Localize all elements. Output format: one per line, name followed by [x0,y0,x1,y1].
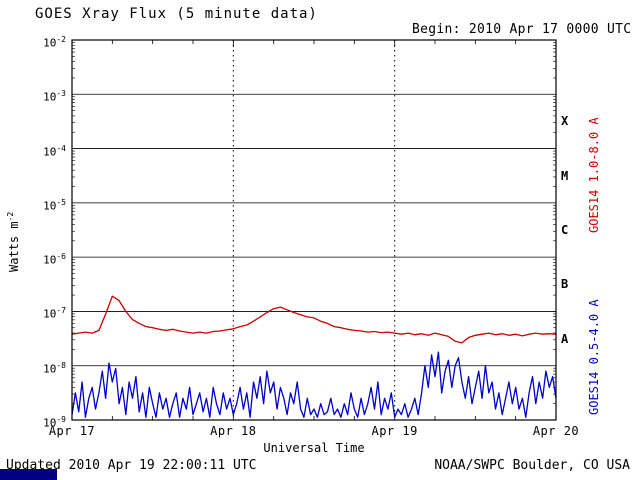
y-tick-label: 10-6 [43,252,66,267]
x-tick-label: Apr 17 [48,424,96,438]
y-axis-label: Watts m-2 [6,212,21,272]
x-tick-label: Apr 18 [210,424,257,438]
updated-timestamp: Updated 2010 Apr 19 22:00:11 UTC [6,458,257,473]
corner-artifact [0,469,57,480]
y-tick-label: 10-5 [43,197,66,213]
y-tick-label: 10-7 [43,306,66,322]
y-tick-label: 10-2 [43,35,66,50]
flare-class-label: M [561,168,569,183]
flare-class-label: A [561,331,569,346]
x-tick-label: Apr 19 [371,424,418,438]
flare-class-label: C [561,223,569,237]
y-axis-label-text: Watts m [7,221,21,272]
x-axis-label: Universal Time [263,441,365,455]
y-tick-label: 10-3 [43,89,66,104]
y-tick-label: 10-4 [43,143,66,159]
y-tick-label: 10-8 [43,360,66,376]
y-axis-label-exponent: -2 [6,211,15,222]
begin-time-label: Begin: 2010 Apr 17 0000 UTC [412,22,632,37]
series-label-long-channel: GOES14 1.0-8.0 A [587,117,601,233]
y-tick-label: 10-9 [43,415,66,430]
page-title: GOES Xray Flux (5 minute data) [35,6,318,22]
flare-class-label: X [561,114,569,129]
series-label-short-channel: GOES14 0.5-4.0 A [587,299,601,415]
x-tick-label: Apr 20 [532,424,580,438]
source-credit: NOAA/SWPC Boulder, CO USA [434,458,630,473]
flare-class-label: B [561,277,569,292]
